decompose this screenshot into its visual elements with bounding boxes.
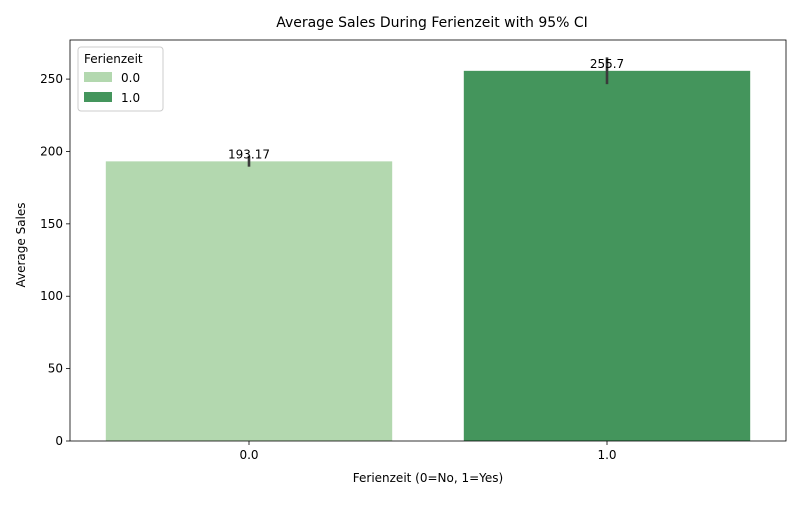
- bar-0: [105, 161, 393, 442]
- legend-swatch-1: [84, 92, 112, 102]
- legend-label-0: 0.0: [121, 71, 140, 85]
- legend-title: Ferienzeit: [84, 52, 143, 66]
- y-tick-label-2: 100: [40, 289, 63, 303]
- axes-frame: [69, 39, 787, 442]
- y-tick-label-0: 0: [55, 434, 63, 448]
- y-tick-label-4: 200: [40, 144, 63, 158]
- legend-swatch-0: [84, 72, 112, 82]
- x-tick-label-1: 1.0: [597, 448, 616, 462]
- y-axis-label: Average Sales: [14, 202, 28, 287]
- legend-label-1: 1.0: [121, 91, 140, 105]
- bar-1: [463, 70, 751, 441]
- chart-title: Average Sales During Ferienzeit with 95%…: [276, 15, 588, 31]
- y-tick-label-5: 250: [40, 72, 63, 86]
- data-label-1: 255.7: [590, 57, 624, 71]
- x-axis-label: Ferienzeit (0=No, 1=Yes): [353, 471, 503, 485]
- y-tick-label-1: 50: [48, 362, 63, 376]
- y-tick-label-3: 150: [40, 217, 63, 231]
- plot-area: 193.17 0.0 255.7 1.0 0 50 100 150 200 250: [40, 39, 787, 462]
- x-tick-label-0: 0.0: [239, 448, 258, 462]
- legend: Ferienzeit 0.0 1.0: [77, 46, 164, 112]
- data-label-0: 193.17: [228, 147, 270, 161]
